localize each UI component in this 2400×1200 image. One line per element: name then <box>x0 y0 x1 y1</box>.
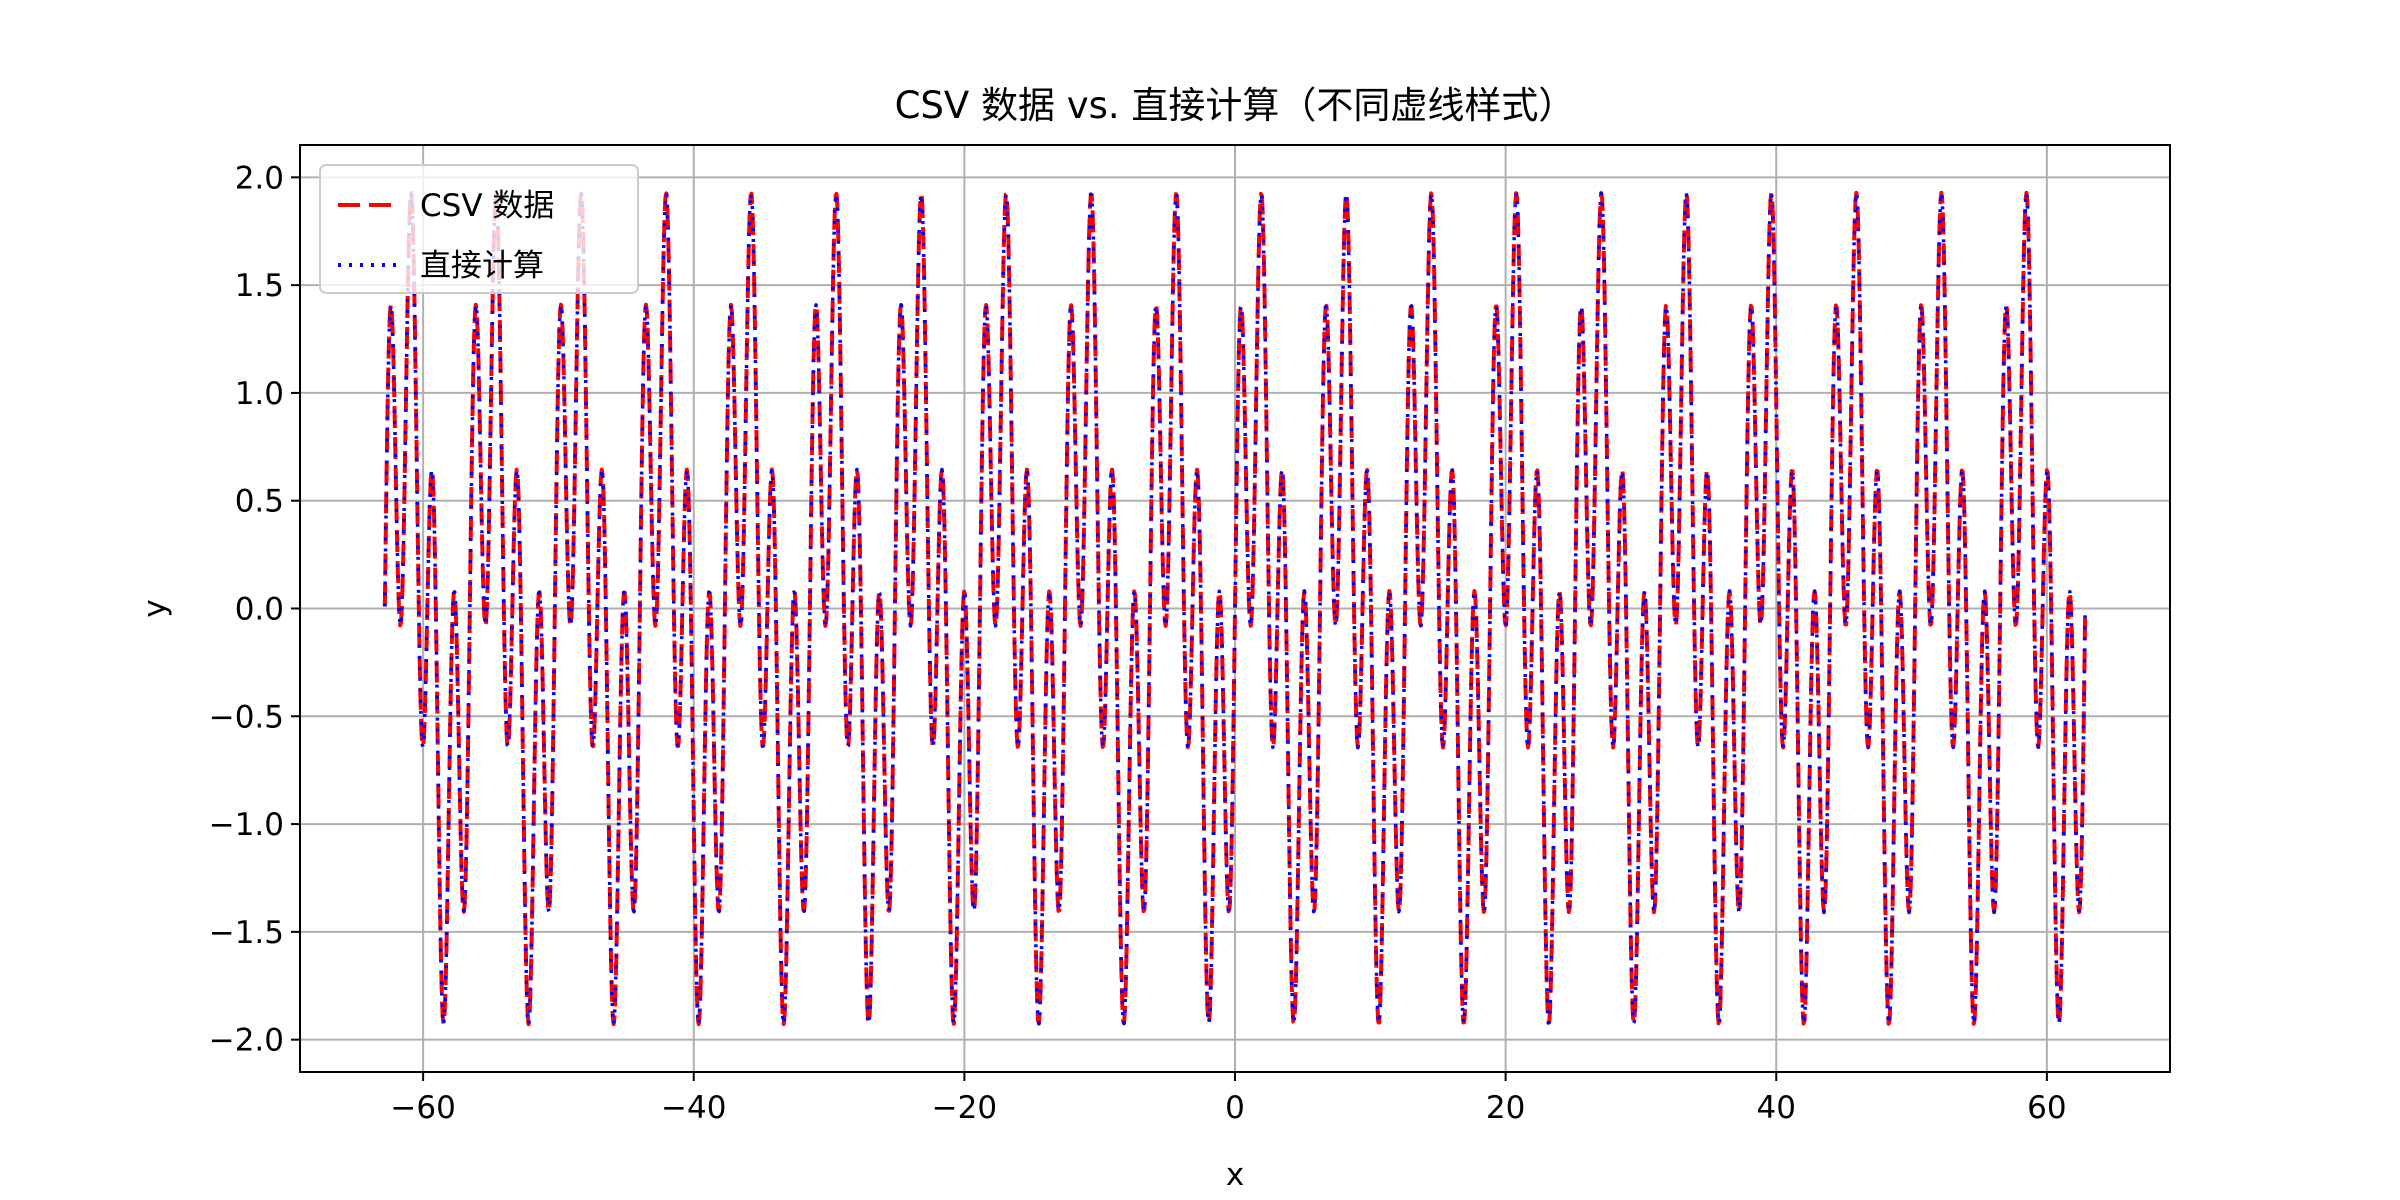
x-tick-label: 20 <box>1486 1090 1525 1126</box>
x-axis-label: x <box>1226 1157 1244 1193</box>
y-tick-label: −2.0 <box>209 1023 284 1059</box>
y-tick-label: 0.0 <box>235 592 284 628</box>
y-tick-label: −0.5 <box>209 699 284 735</box>
x-tick-label: 40 <box>1757 1090 1796 1126</box>
y-tick-label: 1.5 <box>235 268 284 304</box>
y-tick-label: −1.0 <box>209 807 284 843</box>
chart-title: CSV 数据 vs. 直接计算（不同虚线样式） <box>895 84 1576 127</box>
y-tick-label: 2.0 <box>235 160 284 196</box>
y-tick-label: 1.0 <box>235 376 284 412</box>
y-axis-label: y <box>137 599 173 617</box>
x-tick-label: −40 <box>661 1090 726 1126</box>
legend-box <box>319 164 639 294</box>
x-tick-label: 0 <box>1225 1090 1245 1126</box>
x-tick-label: −20 <box>932 1090 997 1126</box>
y-tick-label: 0.5 <box>235 484 284 520</box>
ticks: −60 −40 −20 0 20 40 60 2.0 1.5 1.0 0.5 0.0 −0.5 −1.0 −… <box>209 160 2067 1126</box>
legend-label-1: CSV 数据 <box>420 188 554 224</box>
x-tick-label: −60 <box>390 1090 455 1126</box>
y-tick-label: −1.5 <box>209 915 284 951</box>
legend-label-2: 直接计算 <box>420 248 544 284</box>
x-tick-label: 60 <box>2027 1090 2066 1126</box>
